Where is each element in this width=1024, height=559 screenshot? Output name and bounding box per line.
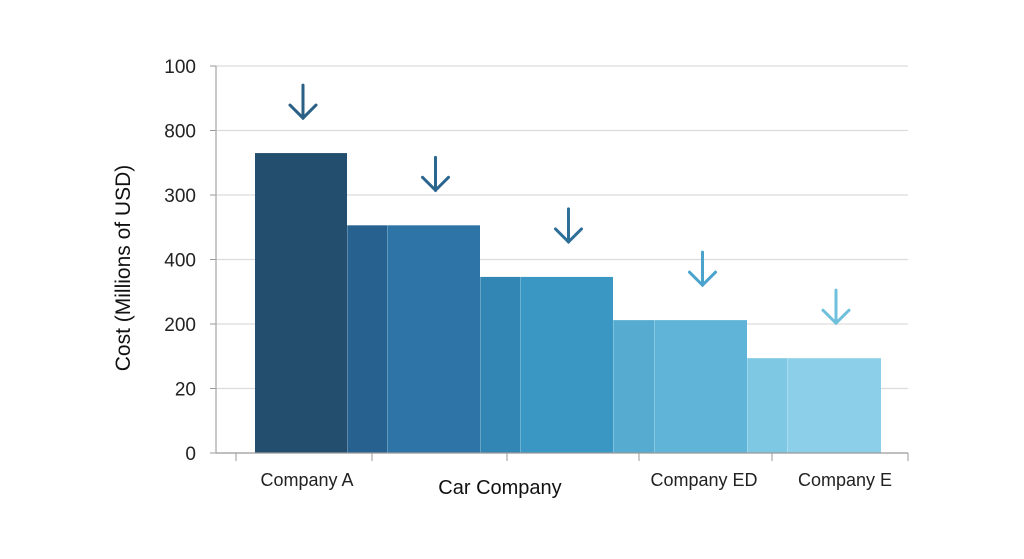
bars bbox=[255, 153, 881, 453]
bar bbox=[255, 153, 347, 453]
arrow-head bbox=[821, 308, 851, 326]
x-tick-label: Company E bbox=[798, 470, 892, 490]
bar bbox=[613, 320, 654, 453]
arrow-head bbox=[688, 270, 717, 288]
bar bbox=[654, 320, 747, 453]
arrow-head bbox=[421, 175, 450, 193]
y-axis-label: Cost (Millions of USD) bbox=[112, 165, 135, 372]
bar bbox=[520, 276, 613, 453]
x-axis-label: Car Company bbox=[438, 477, 561, 499]
bar bbox=[787, 358, 881, 453]
down-arrow-icon bbox=[554, 207, 583, 245]
y-tick-label: 300 bbox=[164, 186, 196, 207]
y-tick-labels: 0 20 200 400 300 800 100 bbox=[164, 57, 196, 465]
bar bbox=[347, 225, 387, 453]
arrows bbox=[288, 83, 851, 326]
axes bbox=[215, 66, 909, 461]
y-tick-label: 0 bbox=[185, 444, 196, 465]
y-tick-label: 800 bbox=[164, 122, 196, 143]
x-tick-label: Company A bbox=[260, 470, 353, 490]
y-tick-label: 100 bbox=[164, 57, 196, 78]
down-arrow-icon bbox=[421, 155, 450, 193]
x-tick-label: Company ED bbox=[650, 470, 757, 490]
arrow-head bbox=[554, 227, 583, 245]
down-arrow-icon bbox=[688, 250, 717, 288]
y-tick-label: 20 bbox=[175, 380, 196, 401]
bar bbox=[480, 276, 520, 453]
bar bbox=[747, 358, 787, 453]
bar bbox=[387, 225, 480, 453]
y-tick-label: 200 bbox=[164, 315, 196, 336]
y-tick-label: 400 bbox=[164, 251, 196, 272]
down-arrow-icon bbox=[821, 288, 851, 326]
down-arrow-icon bbox=[288, 83, 318, 121]
arrow-head bbox=[288, 103, 318, 121]
